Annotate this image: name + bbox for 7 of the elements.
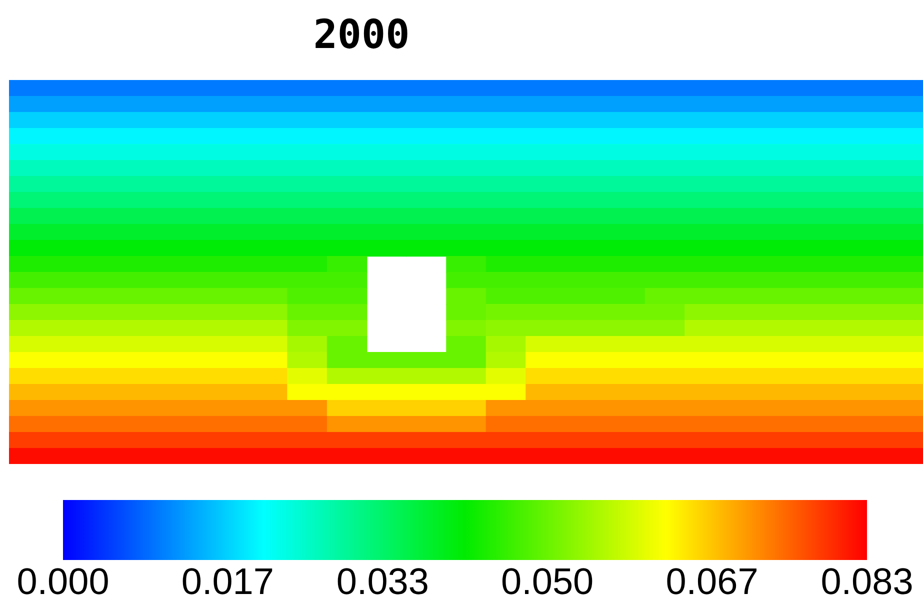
color-bar-label: 0.017 — [181, 561, 274, 600]
color-bar-label: 0.067 — [666, 561, 758, 600]
color-bar-label: 0.033 — [336, 561, 429, 600]
chart-title: 2000 — [312, 12, 411, 58]
color-bar-label: 0.000 — [16, 561, 110, 600]
color-bar-label: 0.083 — [820, 561, 914, 600]
color-bar-label: 0.050 — [501, 561, 594, 600]
